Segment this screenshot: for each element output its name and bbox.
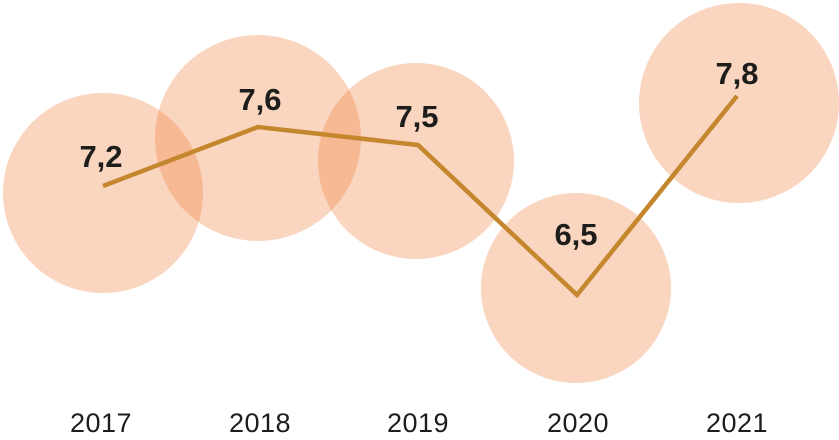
value-label-2020: 6,5 <box>554 217 597 252</box>
bubble-2019 <box>318 63 514 259</box>
value-label-2017: 7,2 <box>79 139 122 174</box>
x-tick-2017: 2017 <box>70 408 132 438</box>
x-axis-labels: 2017 2018 2019 2020 2021 <box>70 408 768 438</box>
value-label-2021: 7,8 <box>715 56 758 91</box>
bubble-group <box>3 3 839 383</box>
x-tick-2020: 2020 <box>547 408 609 438</box>
bubble-2021 <box>639 3 839 203</box>
value-label-2018: 7,6 <box>238 82 281 117</box>
x-tick-2018: 2018 <box>229 408 291 438</box>
bubble-2018 <box>155 35 361 241</box>
trend-line <box>102 94 739 299</box>
x-tick-2019: 2019 <box>387 408 449 438</box>
value-labels: 7,2 7,6 7,5 6,5 7,8 <box>79 56 758 252</box>
bubble-2017 <box>3 93 203 293</box>
x-tick-2021: 2021 <box>706 408 768 438</box>
value-label-2019: 7,5 <box>395 99 438 134</box>
